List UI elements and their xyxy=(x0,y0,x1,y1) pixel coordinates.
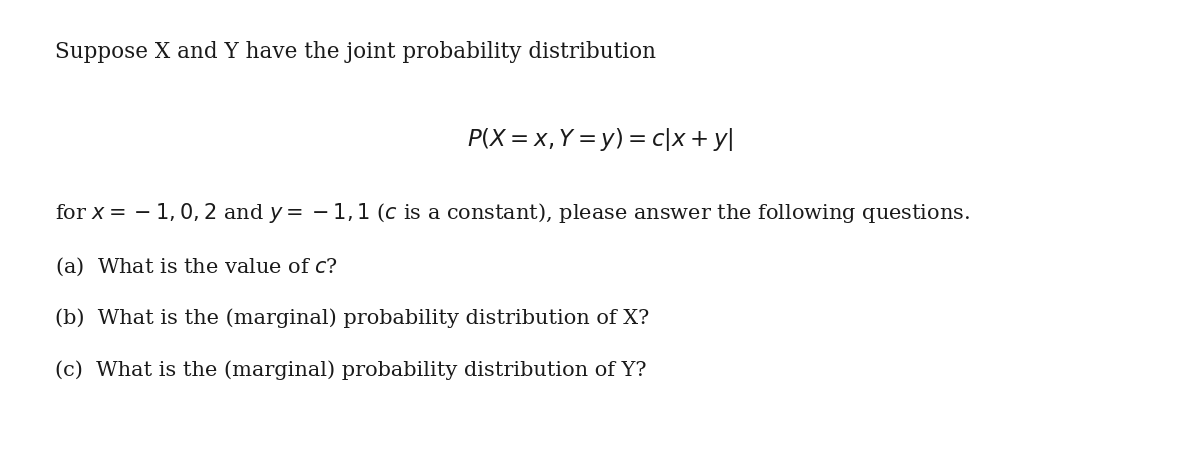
Text: Suppose X and Y have the joint probability distribution: Suppose X and Y have the joint probabili… xyxy=(55,41,656,63)
Text: (c)  What is the (marginal) probability distribution of Y?: (c) What is the (marginal) probability d… xyxy=(55,359,647,379)
Text: for $x = -1, 0, 2$ and $y = -1, 1$ ($c$ is a constant), please answer the follow: for $x = -1, 0, 2$ and $y = -1, 1$ ($c$ … xyxy=(55,201,970,224)
Text: (b)  What is the (marginal) probability distribution of X?: (b) What is the (marginal) probability d… xyxy=(55,307,649,327)
Text: (a)  What is the value of $c$?: (a) What is the value of $c$? xyxy=(55,255,338,278)
Text: $P(X = x, Y = y) = c|x + y|$: $P(X = x, Y = y) = c|x + y|$ xyxy=(467,126,733,153)
